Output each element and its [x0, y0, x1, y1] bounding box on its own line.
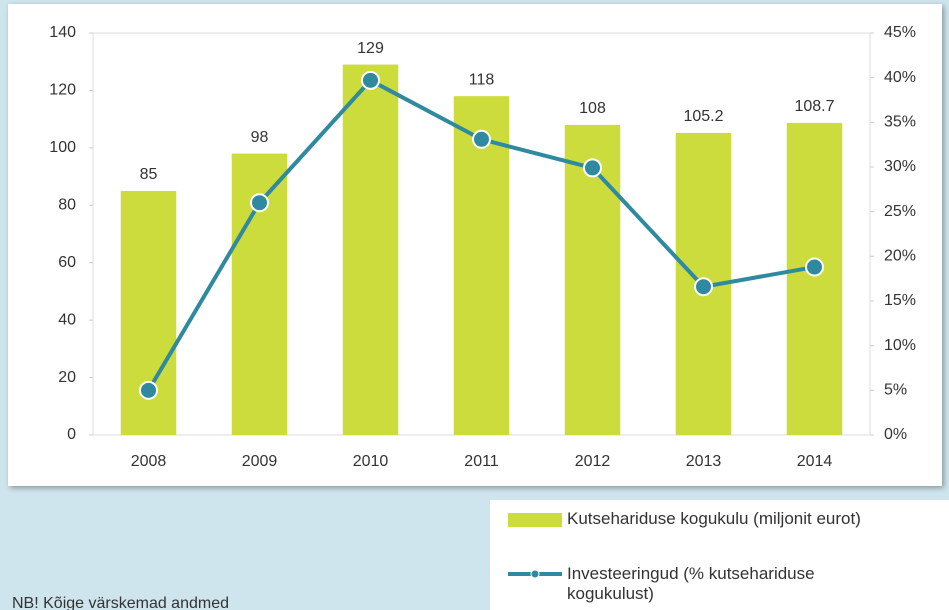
- y-tick-label: 120: [49, 82, 76, 99]
- marker: [694, 277, 713, 297]
- legend-box: [490, 500, 949, 610]
- data-label: 118: [469, 71, 495, 88]
- legend-swatch: [508, 513, 562, 527]
- data-label: 105.2: [683, 108, 723, 125]
- y-tick-label: 100: [49, 139, 76, 156]
- y2-tick-label: 20%: [884, 248, 916, 265]
- marker: [250, 193, 269, 213]
- data-label: 108.7: [794, 98, 834, 115]
- y2-tick-label: 35%: [884, 114, 916, 131]
- legend-label: Kutsehariduse kogukulu (miljonit eurot): [567, 509, 861, 528]
- y2-tick-label: 0%: [884, 426, 907, 443]
- x-tick-label: 2009: [242, 453, 278, 470]
- data-label: 129: [357, 40, 384, 57]
- y2-tick-label: 10%: [884, 337, 916, 354]
- x-tick-label: 2011: [464, 453, 499, 470]
- marker: [361, 70, 380, 90]
- x-tick-label: 2013: [686, 453, 722, 470]
- marker: [139, 380, 158, 400]
- bar: [453, 96, 510, 436]
- x-tick-label: 2008: [131, 453, 167, 470]
- marker: [583, 158, 602, 178]
- y2-tick-label: 15%: [884, 292, 916, 309]
- data-label: 85: [140, 166, 158, 183]
- x-tick-label: 2014: [797, 453, 833, 470]
- y-tick-label: 0: [67, 426, 76, 443]
- note: NB! Kõige värskemad andmed: [12, 595, 229, 610]
- marker: [472, 129, 491, 149]
- y-tick-label: 20: [58, 369, 76, 386]
- bar: [342, 64, 399, 435]
- y-tick-label: 60: [58, 254, 76, 271]
- data-label: 98: [251, 129, 269, 146]
- x-tick-label: 2010: [353, 453, 389, 470]
- y2-tick-label: 25%: [884, 203, 916, 220]
- y-tick-label: 80: [58, 197, 76, 214]
- legend-swatch: [530, 569, 540, 579]
- y-tick-label: 140: [49, 24, 76, 41]
- x-tick-label: 2012: [575, 453, 611, 470]
- y2-tick-label: 5%: [884, 382, 907, 399]
- y2-tick-label: 30%: [884, 158, 916, 175]
- y2-tick-label: 45%: [884, 24, 916, 41]
- data-label: 108: [579, 100, 606, 117]
- legend-label: Investeeringud (% kutsehariduse kogukulu…: [567, 564, 815, 603]
- bar: [786, 122, 843, 435]
- y2-tick-label: 40%: [884, 69, 916, 86]
- marker: [805, 257, 824, 277]
- y-tick-label: 40: [58, 311, 76, 328]
